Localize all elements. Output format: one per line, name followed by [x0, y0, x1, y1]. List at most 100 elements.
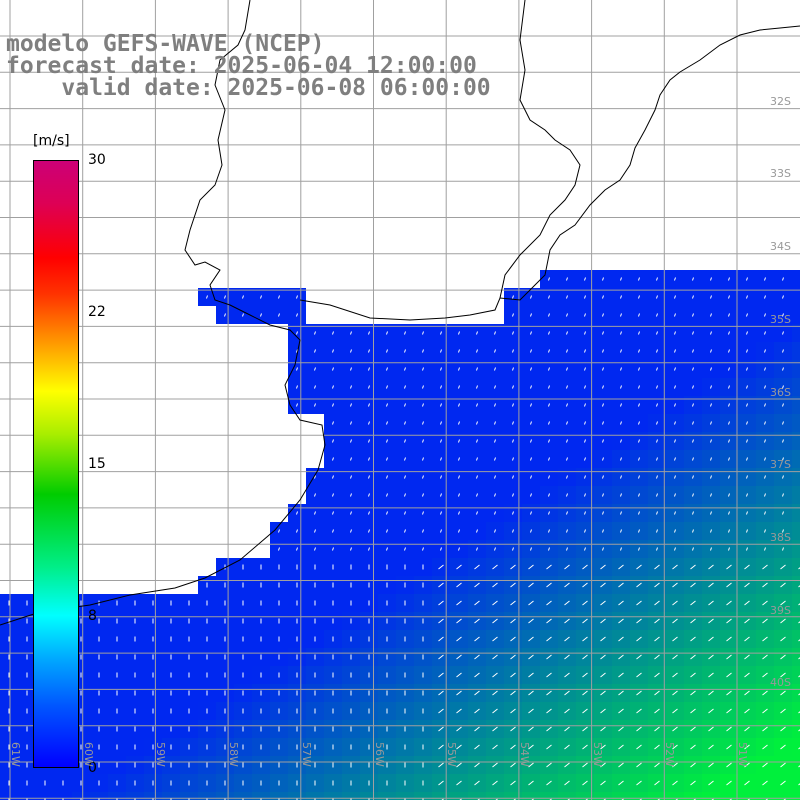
- wind-arrow: [368, 511, 370, 515]
- wind-arrow: [546, 780, 552, 786]
- wind-arrow: [566, 529, 568, 533]
- wind-arrow: [656, 547, 658, 551]
- wind-arrow: [512, 457, 514, 461]
- lat-label: 37S: [770, 458, 791, 471]
- lon-label: 56W: [373, 742, 386, 767]
- wind-arrow: [546, 618, 552, 624]
- wind-arrow: [530, 457, 532, 461]
- wind-arrow: [674, 511, 676, 515]
- wind-arrow: [710, 547, 712, 551]
- wind-cell: [792, 504, 800, 522]
- wind-arrow: [546, 744, 552, 750]
- wind-arrow: [764, 493, 766, 497]
- wind-arrow: [566, 331, 568, 335]
- wind-cell: [684, 792, 702, 800]
- wind-arrow: [764, 475, 766, 479]
- wind-arrow: [546, 726, 552, 732]
- wind-arrow: [566, 313, 568, 317]
- wind-arrow: [456, 600, 462, 606]
- wind-arrow: [692, 313, 694, 317]
- wind-arrow: [690, 690, 696, 696]
- wind-arrow: [692, 529, 694, 533]
- wind-arrow: [404, 547, 406, 551]
- wind-arrow: [456, 582, 462, 588]
- wind-arrow: [494, 403, 496, 407]
- wind-arrow: [512, 511, 514, 515]
- wind-arrow: [692, 367, 694, 371]
- wind-arrow: [530, 511, 532, 515]
- wind-arrow: [798, 729, 800, 732]
- wind-arrow: [674, 547, 676, 551]
- wind-arrow: [422, 421, 424, 425]
- wind-arrow: [530, 529, 532, 533]
- lon-label: 59W: [154, 742, 167, 767]
- wind-arrow: [386, 493, 388, 497]
- wind-arrow: [582, 564, 588, 570]
- wind-arrow: [620, 385, 622, 389]
- wind-arrow: [798, 765, 800, 768]
- wind-arrow: [710, 511, 712, 515]
- wind-arrow: [494, 493, 496, 497]
- wind-arrow: [584, 493, 586, 497]
- wind-arrow: [314, 547, 316, 551]
- wind-arrow: [548, 313, 550, 317]
- wind-arrow: [368, 475, 370, 479]
- wind-arrow: [620, 493, 622, 497]
- wind-arrow: [546, 654, 552, 660]
- wind-arrow: [510, 726, 516, 732]
- wind-arrow: [548, 529, 550, 533]
- wind-arrow: [494, 511, 496, 515]
- wind-arrow: [600, 762, 606, 768]
- wind-cell: [576, 792, 594, 800]
- wind-arrow: [762, 726, 768, 732]
- wind-arrow: [656, 385, 658, 389]
- wind-arrow: [494, 349, 496, 353]
- wind-arrow: [510, 636, 516, 642]
- wind-arrow: [764, 511, 766, 515]
- wind-cell: [792, 306, 800, 324]
- wind-arrow: [798, 639, 800, 642]
- wind-arrow: [602, 475, 604, 479]
- wind-arrow: [744, 636, 750, 642]
- wind-arrow: [512, 493, 514, 497]
- wind-arrow: [476, 385, 478, 389]
- wind-arrow: [782, 385, 784, 389]
- wind-arrow: [476, 439, 478, 443]
- wind-arrow: [708, 600, 714, 606]
- wind-arrow: [456, 618, 462, 624]
- wind-arrow: [386, 457, 388, 461]
- wind-cell: [378, 792, 396, 800]
- wind-cell: [396, 792, 414, 800]
- wind-arrow: [710, 349, 712, 353]
- wind-arrow: [638, 349, 640, 353]
- wind-arrow: [510, 690, 516, 696]
- wind-arrow: [708, 618, 714, 624]
- wind-arrow: [638, 295, 640, 299]
- wind-arrow: [692, 331, 694, 335]
- wind-arrow: [332, 457, 334, 461]
- wind-arrow: [764, 313, 766, 317]
- wind-arrow: [350, 475, 352, 479]
- wind-arrow: [440, 529, 442, 533]
- wind-arrow: [782, 403, 784, 407]
- wind-cell: [792, 486, 800, 504]
- wind-arrow: [332, 403, 334, 407]
- wind-cell: [216, 792, 234, 800]
- wind-arrow: [566, 547, 568, 551]
- wind-arrow: [566, 295, 568, 299]
- wind-cell: [792, 576, 800, 594]
- wind-arrow: [746, 331, 748, 335]
- wind-arrow: [368, 349, 370, 353]
- wind-cell: [54, 792, 72, 800]
- wind-arrow: [314, 403, 316, 407]
- wind-arrow: [602, 493, 604, 497]
- wind-arrow: [492, 780, 498, 786]
- wind-arrow: [746, 439, 748, 443]
- wind-arrow: [782, 331, 784, 335]
- wind-arrow: [746, 385, 748, 389]
- wind-cell: [792, 342, 800, 360]
- wind-arrow: [582, 600, 588, 606]
- wind-arrow: [404, 511, 406, 515]
- wind-arrow: [296, 529, 298, 533]
